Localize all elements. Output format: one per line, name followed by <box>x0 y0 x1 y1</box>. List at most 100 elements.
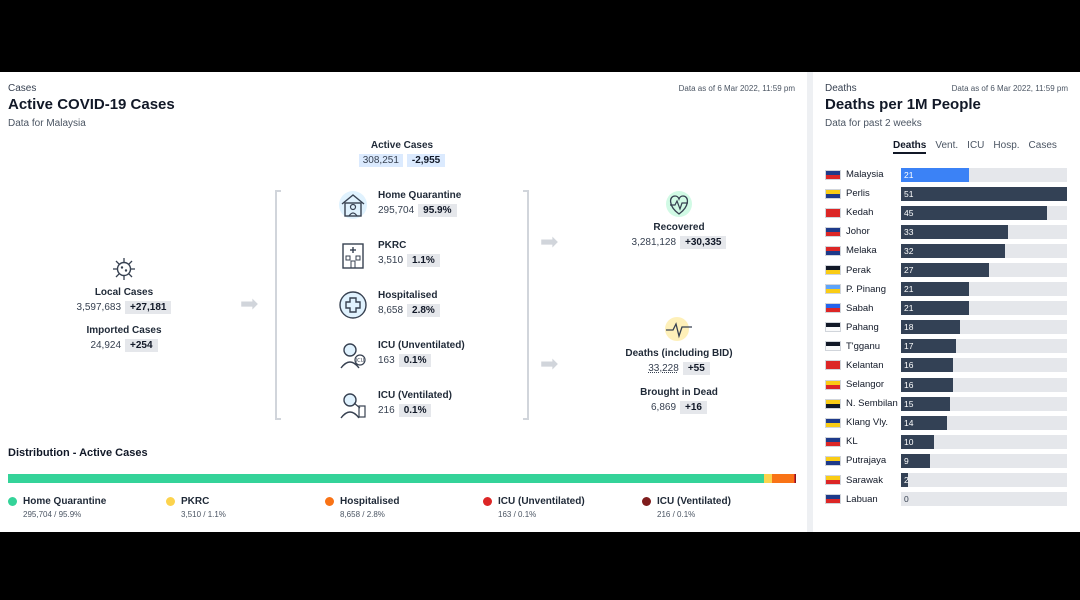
tab-hosp[interactable]: Hosp. <box>993 140 1020 151</box>
deaths-panel: Deaths Deaths per 1M People Data for pas… <box>813 72 1080 532</box>
flag-icon <box>825 265 841 276</box>
distribution-segment <box>763 474 773 483</box>
state-name: Perlis <box>846 188 870 200</box>
bar-value: 16 <box>904 379 914 390</box>
imported-cases-change: +254 <box>125 339 158 352</box>
legend-dot <box>483 497 492 506</box>
state-name: Labuan <box>846 493 878 505</box>
panel-eyebrow: Cases <box>8 83 37 94</box>
state-row: Perak 27 <box>825 260 1069 279</box>
state-row: Melaka 32 <box>825 241 1069 260</box>
panel-subtitle: Data for Malaysia <box>8 118 86 129</box>
pkrc-stat: PKRC 3,510 1.1% <box>338 240 508 276</box>
pulse-icon <box>619 315 739 343</box>
active-cases-change: -2,955 <box>406 154 446 167</box>
distribution-segment <box>795 474 796 483</box>
home-quarantine-label: Home Quarantine <box>378 190 462 201</box>
icu-ventilated-value: 216 <box>378 405 395 416</box>
patient-icon: ICU <box>338 340 368 370</box>
state-name: P. Pinang <box>846 283 886 295</box>
brought-in-dead-value: 6,869 <box>651 402 677 413</box>
flag-icon <box>825 226 841 237</box>
legend-icu-ventilated: ICU (Ventilated) 216 / 0.1% <box>642 496 731 519</box>
legend-value: 8,658 / 2.8% <box>340 510 385 519</box>
tab-icu[interactable]: ICU <box>967 140 985 151</box>
bar-fill <box>901 339 957 354</box>
tab-cases[interactable]: Cases <box>1028 140 1057 151</box>
hospitalised-value: 8,658 <box>378 305 404 316</box>
bar-fill <box>901 301 970 316</box>
bar-value: 10 <box>904 436 914 447</box>
bar-fill <box>901 434 934 449</box>
brought-in-dead-change: +16 <box>680 401 707 414</box>
bar-fill <box>901 186 1067 201</box>
flag-icon <box>825 379 841 390</box>
state-name: Kedah <box>846 207 874 219</box>
pkrc-label: PKRC <box>378 240 407 251</box>
icu-unventilated-stat: ICU ICU (Unventilated) 163 0.1% <box>338 340 508 376</box>
flag-icon <box>825 188 841 199</box>
svg-text:ICU: ICU <box>356 358 365 364</box>
bar-track: 2 <box>901 473 1067 488</box>
bar-fill <box>901 205 1048 220</box>
bar-fill <box>901 396 950 411</box>
tab-deaths[interactable]: Deaths <box>893 140 927 154</box>
flag-icon <box>825 169 841 180</box>
bar-value: 17 <box>904 341 914 352</box>
state-row: KL 10 <box>825 432 1069 451</box>
legend-value: 3,510 / 1.1% <box>181 510 226 519</box>
flag-icon <box>825 475 841 486</box>
bar-fill <box>901 167 970 182</box>
hospitalised-pct: 2.8% <box>407 304 440 317</box>
icu-unventilated-pct: 0.1% <box>398 354 432 367</box>
recovered-label: Recovered <box>653 222 705 233</box>
legend-label: ICU (Ventilated) <box>657 496 731 507</box>
bar-value: 32 <box>904 245 914 256</box>
deaths-value[interactable]: 33,228 <box>648 363 679 374</box>
state-row: Sarawak 2 <box>825 471 1069 490</box>
active-cases-panel: Cases Active COVID-19 Cases Data for Mal… <box>0 72 807 532</box>
bar-fill <box>901 224 1009 239</box>
bar-fill <box>901 473 908 488</box>
state-row: N. Sembilan 15 <box>825 394 1069 413</box>
bar-track: 15 <box>901 396 1067 411</box>
bar-value: 9 <box>904 455 909 466</box>
distribution-segment <box>794 474 796 483</box>
recovered-summary: Recovered 3,281,128 +30,335 <box>609 222 749 249</box>
bar-value: 16 <box>904 360 914 371</box>
legend-dot <box>642 497 651 506</box>
bar-track: 27 <box>901 263 1067 278</box>
bar-fill <box>901 320 960 335</box>
state-name: N. Sembilan <box>846 398 898 410</box>
bracket-left <box>275 190 281 420</box>
bar-fill <box>901 282 970 297</box>
bar-value: 0 <box>904 494 909 505</box>
state-name: KL <box>846 436 858 448</box>
bar-track: 17 <box>901 339 1067 354</box>
state-name: Sabah <box>846 302 874 314</box>
panel-title: Active COVID-19 Cases <box>8 96 175 113</box>
panel-subtitle: Data for past 2 weeks <box>825 118 922 129</box>
legend-dot <box>8 497 17 506</box>
bar-fill <box>901 377 954 392</box>
distribution-title: Distribution - Active Cases <box>8 447 148 459</box>
hospitalised-stat: Hospitalised 8,658 2.8% <box>338 290 508 326</box>
state-row: P. Pinang 21 <box>825 280 1069 299</box>
bar-track: 45 <box>901 205 1067 220</box>
bar-fill <box>901 358 954 373</box>
local-cases-value: 3,597,683 <box>76 302 122 313</box>
bar-track: 21 <box>901 301 1067 316</box>
flag-icon <box>825 494 841 505</box>
local-cases-change: +27,181 <box>125 301 172 314</box>
imported-cases-summary: Imported Cases 24,924 +254 <box>64 325 184 352</box>
flag-icon <box>825 360 841 371</box>
legend-hospitalised: Hospitalised 8,658 / 2.8% <box>325 496 399 519</box>
state-row: Selangor 16 <box>825 375 1069 394</box>
active-cases-label: Active Cases <box>370 140 434 151</box>
bar-value: 27 <box>904 265 914 276</box>
state-name: Selangor <box>846 379 885 391</box>
bar-track: 16 <box>901 377 1067 392</box>
legend-label: ICU (Unventilated) <box>498 496 585 507</box>
icu-unventilated-value: 163 <box>378 355 395 366</box>
tab-vent[interactable]: Vent. <box>935 140 959 151</box>
